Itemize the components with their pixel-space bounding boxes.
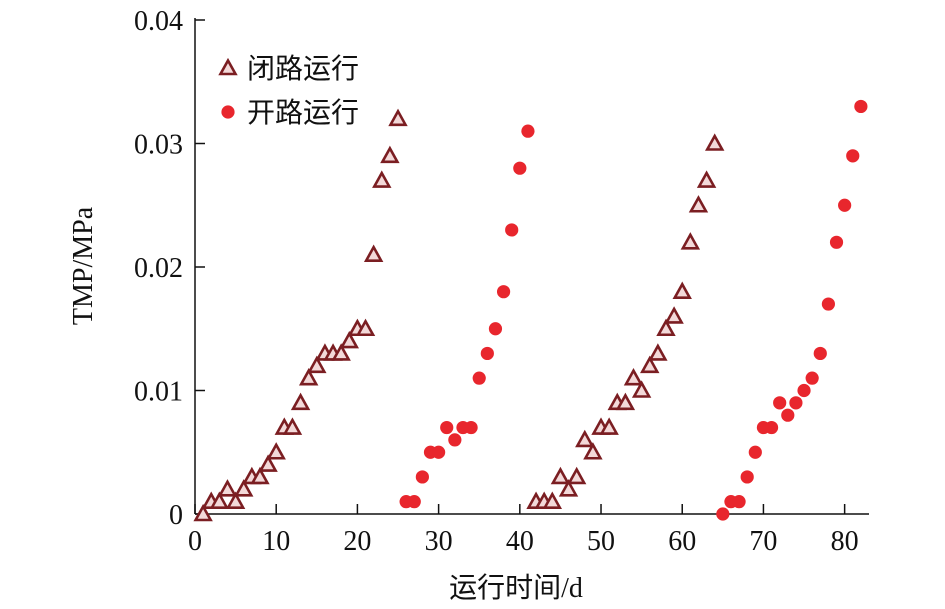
closed-loop-point — [696, 170, 717, 188]
y-tick-label: 0.04 — [134, 6, 183, 37]
open-loop-point — [480, 346, 494, 361]
closed-loop-point — [631, 380, 652, 398]
closed-loop-point — [558, 479, 579, 497]
y-axis-label: TMP/MPa — [68, 206, 99, 325]
closed-loop-point — [672, 281, 692, 300]
closed-loop-point — [542, 491, 563, 509]
open-loop-point — [448, 433, 462, 447]
x-tick-label: 10 — [262, 526, 290, 557]
closed-loop-point — [615, 392, 636, 411]
open-loop-point — [748, 445, 762, 459]
closed-loop-point — [282, 417, 303, 435]
closed-loop-point — [680, 232, 701, 250]
open-loop-point — [488, 322, 503, 336]
open-loop-point — [521, 124, 535, 138]
open-loop-point — [472, 371, 486, 385]
open-loop-point — [829, 235, 844, 249]
open-loop-point — [764, 420, 779, 435]
open-loop-point — [789, 396, 803, 410]
open-loop-point — [407, 495, 421, 509]
closed-loop-point — [388, 108, 408, 127]
open-loop-point — [797, 383, 811, 398]
open-loop-point — [813, 346, 827, 361]
closed-loop-series — [193, 108, 725, 522]
closed-loop-point — [298, 367, 319, 386]
open-loop-point — [854, 99, 868, 114]
closed-loop-point — [599, 417, 619, 435]
closed-loop-point — [550, 466, 571, 485]
open-loop-point — [821, 297, 835, 311]
open-loop-point — [732, 495, 746, 509]
closed-loop-point — [290, 392, 311, 411]
x-tick-label: 80 — [831, 526, 859, 557]
open-loop-series — [399, 99, 868, 521]
closed-loop-point — [258, 454, 278, 472]
closed-loop-point — [234, 479, 254, 497]
closed-loop-point — [209, 491, 230, 509]
closed-loop-point — [355, 318, 376, 337]
ticks: 0 10 20 30 40 50 60 70 80 0 0.01 0.02 0.03 0.04 — [134, 6, 859, 557]
y-tick-label: 0 — [169, 500, 183, 531]
closed-loop-point — [307, 355, 327, 374]
closed-loop-point — [664, 306, 684, 324]
closed-loop-point — [688, 195, 709, 213]
open-loop-point — [513, 161, 527, 175]
open-loop-point — [740, 470, 754, 484]
open-loop-point — [496, 285, 511, 299]
x-tick-label: 40 — [506, 526, 534, 557]
open-loop-point — [440, 420, 454, 435]
closed-loop-point — [648, 343, 668, 361]
closed-loop-point — [583, 442, 603, 460]
closed-loop-point — [363, 244, 384, 262]
closed-loop-point — [640, 355, 660, 374]
x-axis-label: 运行时间/d — [449, 572, 583, 604]
closed-loop-point — [372, 170, 392, 188]
closed-loop-point — [656, 318, 676, 337]
data-marks — [193, 99, 868, 522]
x-tick-label: 30 — [425, 526, 453, 557]
x-tick-label: 20 — [343, 526, 371, 557]
y-tick-label: 0.02 — [134, 253, 183, 284]
y-tick-label: 0.01 — [134, 377, 183, 408]
open-loop-point — [846, 149, 860, 163]
x-tick-label: 60 — [668, 526, 696, 557]
closed-loop-point — [380, 145, 400, 164]
x-tick-label: 70 — [749, 526, 777, 557]
closed-loop-point — [705, 133, 725, 151]
y-tick-label: 0.03 — [134, 130, 183, 161]
closed-loop-point — [331, 343, 351, 361]
open-loop-point — [464, 420, 478, 435]
open-loop-point — [716, 507, 730, 521]
closed-loop-point — [566, 466, 587, 485]
closed-loop-point — [575, 429, 595, 448]
open-loop-point — [415, 470, 429, 484]
closed-loop-point — [266, 442, 286, 460]
open-loop-point — [773, 396, 787, 410]
x-tick-label: 0 — [188, 526, 202, 557]
closed-loop-point — [217, 479, 238, 497]
open-loop-point — [781, 408, 795, 422]
axes — [194, 18, 869, 515]
open-loop-point — [432, 445, 446, 459]
closed-loop-point — [250, 466, 270, 485]
closed-loop-point — [623, 367, 644, 386]
legend: 闭路运行 开路运行 — [218, 53, 359, 129]
closed-loop-point — [339, 330, 359, 349]
closed-loop-point — [193, 503, 213, 522]
legend-label-open-loop: 开路运行 — [247, 97, 359, 129]
legend-label-closed-loop: 闭路运行 — [247, 53, 359, 85]
x-tick-label: 50 — [587, 526, 615, 557]
open-loop-point — [805, 371, 819, 385]
legend-triangle-marker — [218, 57, 238, 76]
open-loop-point — [838, 198, 852, 212]
closed-loop-point — [225, 491, 246, 509]
open-loop-point — [505, 223, 519, 237]
legend-circle-marker — [221, 105, 235, 119]
